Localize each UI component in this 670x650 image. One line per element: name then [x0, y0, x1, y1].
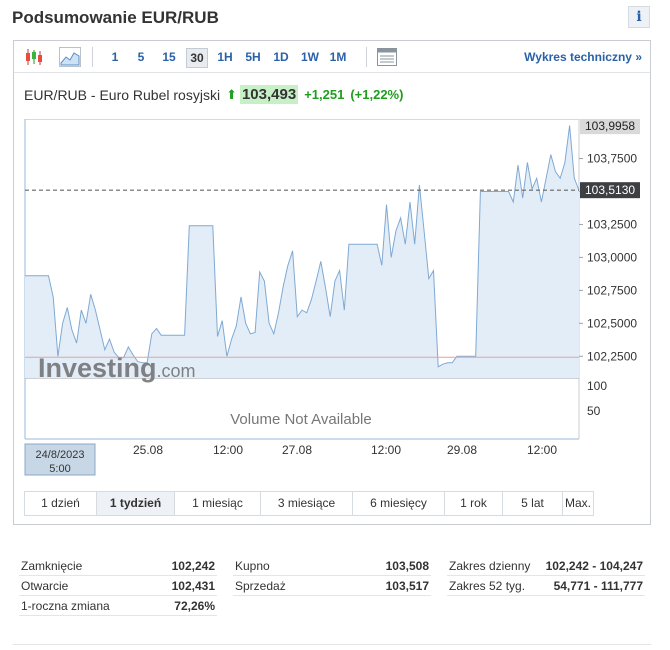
y-tick-label: 103,2500 [587, 217, 637, 231]
x-tick-label: 12:00 [527, 443, 557, 457]
chart-panel: 1 5 15 30 1H 5H 1D 1W 1M Wykres techniczny » EUR… [13, 40, 651, 525]
divider [13, 644, 651, 645]
stat-label: 1-roczna zmiana [21, 599, 110, 613]
timeframe-30[interactable]: 30 [186, 48, 208, 68]
timeframe-15[interactable]: 15 [162, 50, 176, 64]
period-5[interactable]: 6 miesięcy [353, 492, 445, 515]
start-date-tag [24, 443, 96, 476]
info-button[interactable]: i [628, 6, 650, 28]
timeframe-1m[interactable]: 1M [329, 50, 347, 64]
y-tick-label: 103,0000 [587, 250, 637, 264]
period-selector: 1 dzień 1 tydzień 1 miesiąc 3 miesiące 6 mie… [24, 491, 594, 516]
last-price: 103,493 [239, 85, 299, 104]
stat-label: Sprzedaż [235, 579, 286, 593]
price-line [25, 125, 580, 368]
technical-chart-link[interactable]: Wykres techniczny » [524, 50, 642, 64]
stat-label: Zakres 52 tyg. [449, 579, 526, 593]
stat-value: 102,242 - 104,247 [545, 559, 643, 573]
price-chart[interactable]: Investing.com Volume Not Available 103,750… [24, 119, 644, 481]
volume-not-available-note: Volume Not Available [230, 411, 371, 428]
period-1[interactable]: 1 dzień [25, 492, 97, 515]
quote-line: EUR/RUB - Euro Rubel rosyjski ⬆ 103,493 … [24, 85, 403, 104]
start-date-label: 24/8/2023 [36, 449, 85, 461]
period-2[interactable]: 1 tydzień [97, 492, 175, 515]
area-chart-icon[interactable] [59, 47, 81, 67]
period-3[interactable]: 1 miesiąc [175, 492, 261, 515]
stat-value: 54,771 - 111,777 [553, 579, 643, 593]
y-tick-label: 102,2500 [587, 349, 637, 363]
x-tick-label: 29.08 [447, 443, 477, 457]
stat-label: Zamknięcie [21, 559, 83, 573]
stat-value: 102,242 [171, 559, 215, 573]
toolbar-separator [366, 47, 367, 67]
y-tick-label: 102,7500 [587, 283, 637, 297]
period-6[interactable]: 1 rok [445, 492, 503, 515]
max-price-label: 103,9958 [585, 119, 635, 133]
stat-value: 72,26% [174, 599, 215, 613]
stat-row: Kupno 103,508 [233, 556, 431, 576]
up-arrow-icon: ⬆ [226, 86, 237, 102]
timeframe-5[interactable]: 5 [137, 50, 145, 64]
max-price-tag [580, 119, 640, 135]
stat-label: Kupno [235, 559, 270, 573]
timeframe-1w[interactable]: 1W [301, 50, 319, 64]
volume-tick-label: 100 [587, 379, 607, 393]
timeframe-5h[interactable]: 5H [245, 50, 261, 64]
timeframe-1h[interactable]: 1H [217, 50, 233, 64]
page-title: Podsumowanie EUR/RUB [12, 8, 219, 27]
stat-label: Zakres dzienny [449, 559, 531, 573]
price-area [25, 125, 579, 378]
start-time-label: 5:00 [49, 463, 70, 475]
stat-value: 103,508 [385, 559, 429, 573]
period-7[interactable]: 5 lat [503, 492, 563, 515]
stat-row: 1-roczna zmiana 72,26% [19, 596, 217, 616]
y-tick-label: 102,5000 [587, 316, 637, 330]
chart-toolbar: 1 5 15 30 1H 5H 1D 1W 1M Wykres techniczny » [14, 41, 650, 73]
period-8[interactable]: Max. [564, 496, 591, 510]
table-view-icon[interactable] [376, 47, 398, 67]
stat-row: Sprzedaż 103,517 [233, 576, 431, 596]
stat-row: Otwarcie 102,431 [19, 576, 217, 596]
stat-value: 103,517 [385, 579, 429, 593]
y-tick-label: 103,7500 [587, 152, 637, 166]
instrument-name: EUR/RUB - Euro Rubel rosyjski [24, 86, 221, 103]
x-tick-label: 12:00 [371, 443, 401, 457]
x-tick-label: 12:00 [213, 443, 243, 457]
summary-header: Podsumowanie EUR/RUB i [12, 6, 652, 30]
toolbar-separator [92, 47, 93, 67]
candlestick-chart-icon[interactable] [23, 47, 45, 67]
period-4[interactable]: 3 miesiące [261, 492, 353, 515]
last-price-label: 103,5130 [585, 183, 635, 197]
stat-row: Zamknięcie 102,242 [19, 556, 217, 576]
stat-value: 102,431 [171, 579, 215, 593]
volume-tick-label: 50 [587, 404, 601, 418]
x-tick-label: 25.08 [133, 443, 163, 457]
stat-label: Otwarcie [21, 579, 69, 593]
price-change-percent: (+1,22%) [350, 87, 404, 102]
investing-logo: Investing.com [38, 353, 196, 383]
last-price-tag [580, 182, 640, 199]
timeframe-1d[interactable]: 1D [273, 50, 289, 64]
price-change: +1,251 [304, 87, 345, 102]
stat-row: Zakres dzienny 102,242 - 104,247 [447, 556, 645, 576]
stat-row: Zakres 52 tyg. 54,771 - 111,777 [447, 576, 645, 596]
timeframe-1[interactable]: 1 [111, 50, 119, 64]
x-tick-label: 27.08 [282, 443, 312, 457]
